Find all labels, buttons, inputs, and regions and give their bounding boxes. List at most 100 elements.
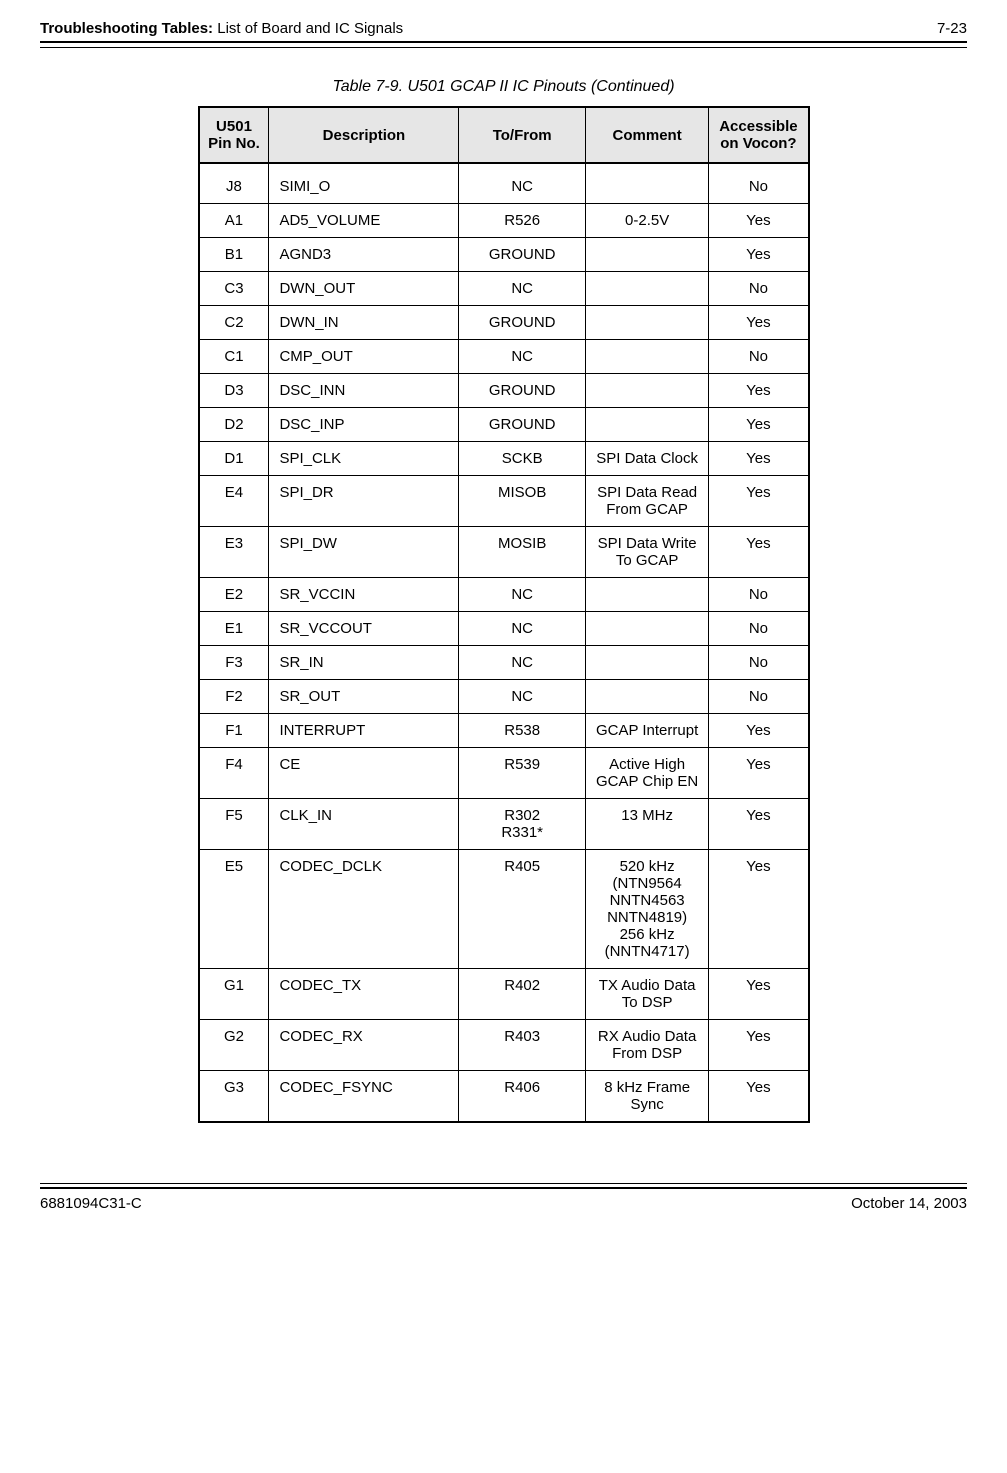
- cell-tofrom: R526: [459, 204, 585, 238]
- cell-pin: E5: [199, 850, 269, 969]
- cell-accessible: Yes: [709, 799, 809, 850]
- col-header-comment: Comment: [585, 107, 708, 163]
- cell-description: CE: [269, 748, 459, 799]
- table-row: J8SIMI_ONCNo: [199, 163, 809, 204]
- table-row: G3CODEC_FSYNCR4068 kHz Frame SyncYes: [199, 1071, 809, 1123]
- cell-accessible: Yes: [709, 408, 809, 442]
- cell-pin: F3: [199, 646, 269, 680]
- cell-comment: SPI Data Write To GCAP: [585, 527, 708, 578]
- cell-comment: 0-2.5V: [585, 204, 708, 238]
- table-row: C1CMP_OUTNCNo: [199, 340, 809, 374]
- cell-tofrom: R403: [459, 1020, 585, 1071]
- cell-pin: J8: [199, 163, 269, 204]
- cell-description: DSC_INP: [269, 408, 459, 442]
- cell-tofrom: MISOB: [459, 476, 585, 527]
- cell-description: AGND3: [269, 238, 459, 272]
- cell-description: CODEC_TX: [269, 969, 459, 1020]
- cell-comment: GCAP Interrupt: [585, 714, 708, 748]
- cell-accessible: No: [709, 578, 809, 612]
- cell-pin: C3: [199, 272, 269, 306]
- table-caption: Table 7-9. U501 GCAP II IC Pinouts (Cont…: [40, 78, 967, 96]
- cell-pin: E2: [199, 578, 269, 612]
- cell-description: DWN_IN: [269, 306, 459, 340]
- table-row: A1AD5_VOLUMER5260-2.5VYes: [199, 204, 809, 238]
- cell-pin: F1: [199, 714, 269, 748]
- cell-pin: F5: [199, 799, 269, 850]
- cell-pin: D2: [199, 408, 269, 442]
- table-row: E4SPI_DRMISOBSPI Data Read From GCAPYes: [199, 476, 809, 527]
- cell-tofrom: NC: [459, 578, 585, 612]
- cell-tofrom: GROUND: [459, 306, 585, 340]
- cell-accessible: Yes: [709, 442, 809, 476]
- cell-description: CLK_IN: [269, 799, 459, 850]
- cell-tofrom: NC: [459, 272, 585, 306]
- cell-description: SR_OUT: [269, 680, 459, 714]
- header-section-bold: Troubleshooting Tables:: [40, 20, 213, 37]
- cell-description: SR_IN: [269, 646, 459, 680]
- cell-comment: SPI Data Clock: [585, 442, 708, 476]
- cell-description: CODEC_RX: [269, 1020, 459, 1071]
- cell-pin: E4: [199, 476, 269, 527]
- cell-comment: [585, 238, 708, 272]
- cell-tofrom: R405: [459, 850, 585, 969]
- cell-comment: [585, 646, 708, 680]
- cell-tofrom: MOSIB: [459, 527, 585, 578]
- table-row: D3DSC_INNGROUNDYes: [199, 374, 809, 408]
- cell-tofrom: SCKB: [459, 442, 585, 476]
- cell-pin: G1: [199, 969, 269, 1020]
- cell-accessible: Yes: [709, 476, 809, 527]
- cell-pin: E3: [199, 527, 269, 578]
- cell-comment: [585, 374, 708, 408]
- cell-accessible: Yes: [709, 714, 809, 748]
- header-page-number: 7-23: [937, 20, 967, 37]
- cell-comment: [585, 163, 708, 204]
- cell-comment: 8 kHz Frame Sync: [585, 1071, 708, 1123]
- cell-pin: E1: [199, 612, 269, 646]
- cell-accessible: Yes: [709, 374, 809, 408]
- cell-accessible: Yes: [709, 748, 809, 799]
- cell-accessible: Yes: [709, 1020, 809, 1071]
- page-footer: 6881094C31-C October 14, 2003: [40, 1189, 967, 1212]
- cell-description: CMP_OUT: [269, 340, 459, 374]
- pinout-table: U501 Pin No. Description To/From Comment…: [198, 106, 810, 1123]
- cell-comment: 520 kHz (NTN9564 NNTN4563 NNTN4819) 256 …: [585, 850, 708, 969]
- col-header-accessible: Accessible on Vocon?: [709, 107, 809, 163]
- table-row: F5CLK_INR302 R331*13 MHzYes: [199, 799, 809, 850]
- cell-comment: [585, 272, 708, 306]
- cell-accessible: Yes: [709, 969, 809, 1020]
- table-row: G1CODEC_TXR402TX Audio Data To DSPYes: [199, 969, 809, 1020]
- table-row: B1AGND3GROUNDYes: [199, 238, 809, 272]
- cell-tofrom: NC: [459, 163, 585, 204]
- footer-doc-number: 6881094C31-C: [40, 1195, 142, 1212]
- cell-accessible: Yes: [709, 527, 809, 578]
- cell-pin: G2: [199, 1020, 269, 1071]
- cell-description: SR_VCCOUT: [269, 612, 459, 646]
- table-row: C2DWN_INGROUNDYes: [199, 306, 809, 340]
- cell-description: SPI_DR: [269, 476, 459, 527]
- cell-tofrom: NC: [459, 646, 585, 680]
- cell-pin: D3: [199, 374, 269, 408]
- cell-description: SIMI_O: [269, 163, 459, 204]
- cell-accessible: No: [709, 272, 809, 306]
- table-row: E5CODEC_DCLKR405520 kHz (NTN9564 NNTN456…: [199, 850, 809, 969]
- footer-date: October 14, 2003: [851, 1195, 967, 1212]
- cell-comment: [585, 680, 708, 714]
- cell-comment: Active High GCAP Chip EN: [585, 748, 708, 799]
- cell-comment: [585, 578, 708, 612]
- header-rule: [40, 47, 967, 48]
- cell-comment: RX Audio Data From DSP: [585, 1020, 708, 1071]
- cell-comment: [585, 340, 708, 374]
- table-row: F1INTERRUPTR538GCAP InterruptYes: [199, 714, 809, 748]
- cell-tofrom: R539: [459, 748, 585, 799]
- cell-pin: C2: [199, 306, 269, 340]
- table-row: C3DWN_OUTNCNo: [199, 272, 809, 306]
- cell-comment: 13 MHz: [585, 799, 708, 850]
- cell-accessible: No: [709, 646, 809, 680]
- cell-tofrom: GROUND: [459, 238, 585, 272]
- cell-tofrom: R402: [459, 969, 585, 1020]
- table-row: E3SPI_DWMOSIBSPI Data Write To GCAPYes: [199, 527, 809, 578]
- col-header-description: Description: [269, 107, 459, 163]
- cell-comment: [585, 306, 708, 340]
- table-row: F3SR_INNC No: [199, 646, 809, 680]
- header-section-rest: List of Board and IC Signals: [213, 20, 403, 37]
